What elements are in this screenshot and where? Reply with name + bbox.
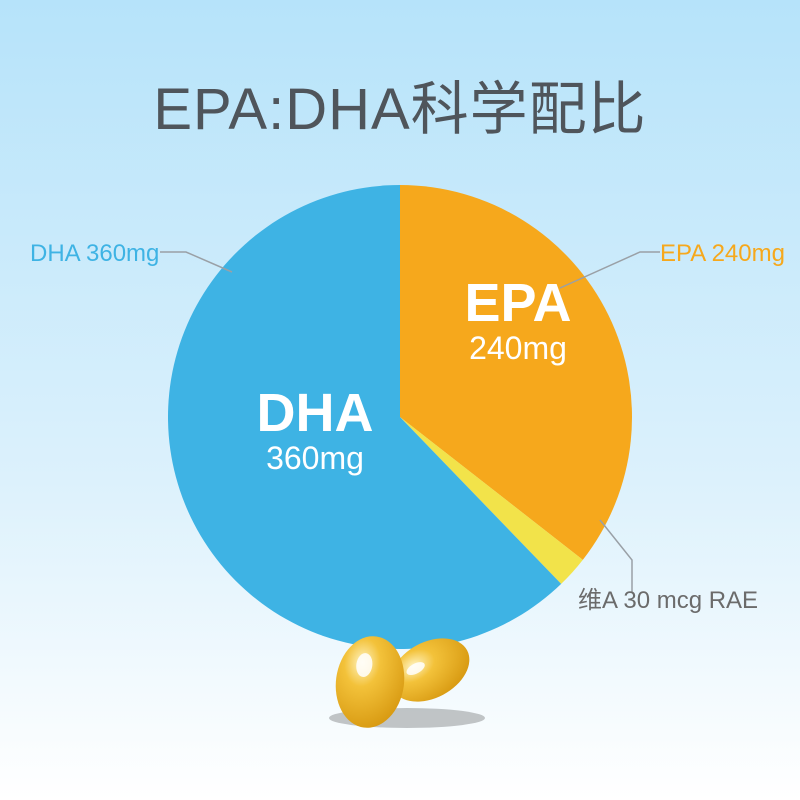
pie-label-dha: DHA 360mg: [230, 385, 400, 475]
pie-label-dha-big: DHA: [230, 385, 400, 442]
page-title: EPA:DHA科学配比: [0, 62, 800, 146]
ext-label-vita: 维A 30 mcg RAE: [578, 580, 758, 615]
pie-label-dha-small: 360mg: [230, 442, 400, 476]
pie-label-epa-small: 240mg: [438, 332, 598, 366]
infographic-canvas: EPA:DHA科学配比 EPA 240mg DHA 360mg DHA 360m…: [0, 0, 800, 800]
ext-label-epa: EPA 240mg: [660, 240, 785, 268]
pie-chart: EPA 240mg DHA 360mg: [168, 185, 632, 649]
ext-label-dha: DHA 360mg: [30, 240, 159, 268]
pie-label-epa: EPA 240mg: [438, 275, 598, 365]
pie-label-epa-big: EPA: [438, 275, 598, 332]
